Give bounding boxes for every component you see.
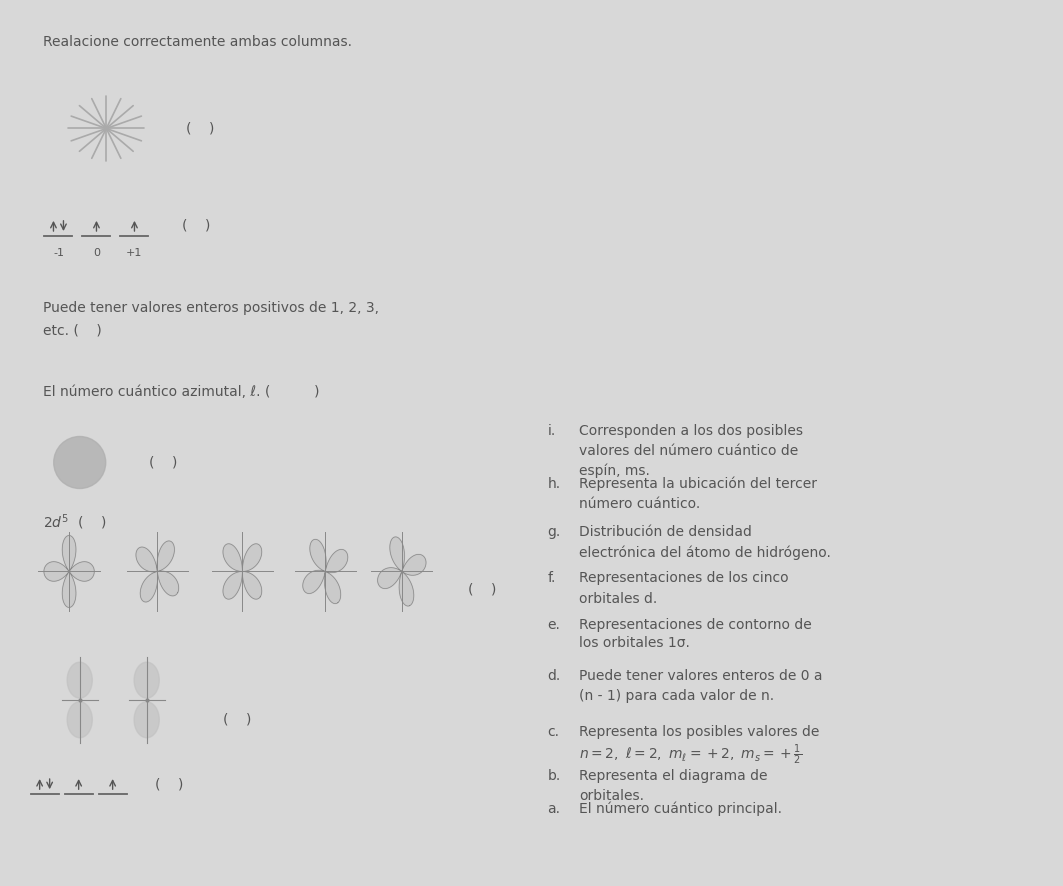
Polygon shape [303,540,348,603]
Text: (    ): ( ) [149,455,178,470]
Text: Representa la ubicación del tercer
número cuántico.: Representa la ubicación del tercer númer… [579,477,817,511]
Text: etc. (    ): etc. ( ) [43,323,101,338]
Text: (    ): ( ) [223,713,252,727]
Text: El número cuántico azimutal, ℓ. (          ): El número cuántico azimutal, ℓ. ( ) [43,385,319,400]
Polygon shape [223,544,261,599]
Polygon shape [44,535,95,608]
Text: (    ): ( ) [154,777,183,791]
Text: Representaciones de contorno de: Representaciones de contorno de [579,618,812,633]
Text: El número cuántico principal.: El número cuántico principal. [579,802,782,816]
Text: $n = 2,\ \ell = 2,\ m_\ell = +2,\ m_s = +\frac{1}{2}$: $n = 2,\ \ell = 2,\ m_\ell = +2,\ m_s = … [579,742,803,767]
Text: Representa el diagrama de
orbitales.: Representa el diagrama de orbitales. [579,769,767,803]
Text: i.: i. [547,424,556,438]
Text: $2d^5$  (    ): $2d^5$ ( ) [43,512,106,532]
Text: los orbitales 1σ.: los orbitales 1σ. [579,636,690,650]
Text: (    ): ( ) [468,582,496,596]
Text: b.: b. [547,769,560,783]
Circle shape [54,437,105,488]
Text: a.: a. [547,802,560,816]
Text: f.: f. [547,571,556,586]
Text: Realacione correctamente ambas columnas.: Realacione correctamente ambas columnas. [43,35,352,50]
Text: +1: +1 [126,248,142,258]
Text: (    ): ( ) [186,121,215,136]
Ellipse shape [67,662,92,698]
Text: c.: c. [547,725,559,739]
Text: h.: h. [547,477,560,491]
Text: Corresponden a los dos posibles
valores del número cuántico de
espín, ms.: Corresponden a los dos posibles valores … [579,424,804,478]
Text: (    ): ( ) [183,219,210,233]
Text: 0: 0 [92,248,100,258]
Text: g.: g. [547,525,560,540]
Text: d.: d. [547,669,560,683]
Text: Representaciones de los cinco
orbitales d.: Representaciones de los cinco orbitales … [579,571,789,605]
Polygon shape [136,541,179,602]
Polygon shape [377,537,426,606]
Ellipse shape [67,702,92,738]
Text: Representa los posibles valores de: Representa los posibles valores de [579,725,820,739]
Text: e.: e. [547,618,560,633]
Ellipse shape [134,702,159,738]
Text: Puede tener valores enteros de 0 a
(n - 1) para cada valor de n.: Puede tener valores enteros de 0 a (n - … [579,669,823,703]
Text: -1: -1 [53,248,64,258]
Text: Puede tener valores enteros positivos de 1, 2, 3,: Puede tener valores enteros positivos de… [43,301,378,315]
Text: Distribución de densidad
electrónica del átomo de hidrógeno.: Distribución de densidad electrónica del… [579,525,831,560]
Ellipse shape [134,662,159,698]
